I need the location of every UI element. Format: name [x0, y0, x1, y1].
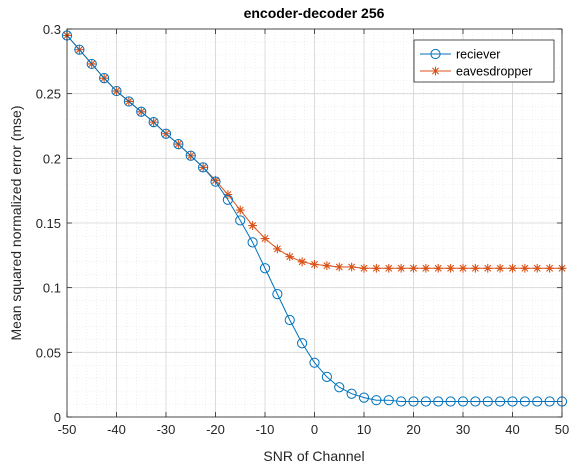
x-tick-label: 0	[311, 422, 318, 437]
data-point-eavesdropper	[483, 264, 492, 273]
data-point-eavesdropper	[372, 264, 381, 273]
x-tick-label: -40	[107, 422, 126, 437]
data-point-eavesdropper	[471, 264, 480, 273]
x-tick-label: 20	[406, 422, 420, 437]
data-point-eavesdropper	[496, 264, 505, 273]
y-tick-label: 0.2	[43, 151, 61, 166]
y-tick-label: 0	[54, 410, 61, 425]
data-point-eavesdropper	[446, 264, 455, 273]
y-tick-label: 0.05	[36, 345, 61, 360]
data-point-eavesdropper	[310, 260, 319, 269]
legend-label-reciever: reciever	[456, 48, 500, 62]
legend: reciever eavesdropper	[414, 40, 554, 82]
data-point-eavesdropper	[545, 264, 554, 273]
x-axis-label: SNR of Channel	[263, 448, 364, 464]
data-point-eavesdropper	[322, 261, 331, 270]
legend-label-eavesdropper: eavesdropper	[456, 65, 532, 79]
y-tick-label: 0.3	[43, 22, 61, 37]
data-point-eavesdropper	[409, 264, 418, 273]
data-point-eavesdropper	[248, 221, 257, 230]
x-tick-label: -30	[157, 422, 176, 437]
x-tick-label: 30	[456, 422, 470, 437]
data-point-eavesdropper	[434, 264, 443, 273]
legend-marker-eavesdropper	[431, 67, 440, 76]
x-tick-label: 50	[555, 422, 569, 437]
x-tick-label: 10	[357, 422, 371, 437]
data-point-eavesdropper	[459, 264, 468, 273]
data-point-eavesdropper	[421, 264, 430, 273]
data-point-eavesdropper	[520, 264, 529, 273]
y-axis-label: Mean squared normalized error (mse)	[8, 106, 24, 341]
data-point-eavesdropper	[335, 263, 344, 272]
data-point-eavesdropper	[347, 263, 356, 272]
y-tick-label: 0.15	[36, 216, 61, 231]
data-point-eavesdropper	[508, 264, 517, 273]
y-tick-label: 0.1	[43, 281, 61, 296]
x-tick-label: -20	[206, 422, 225, 437]
x-tick-label: -10	[256, 422, 275, 437]
x-tick-label: 40	[505, 422, 519, 437]
data-point-eavesdropper	[285, 252, 294, 261]
data-point-eavesdropper	[397, 264, 406, 273]
y-tick-label: 0.25	[36, 87, 61, 102]
data-point-eavesdropper	[533, 264, 542, 273]
data-point-eavesdropper	[261, 234, 270, 243]
data-point-eavesdropper	[298, 257, 307, 266]
data-point-eavesdropper	[273, 244, 282, 253]
data-point-eavesdropper	[236, 206, 245, 215]
chart-title: encoder-decoder 256	[244, 5, 385, 21]
data-point-eavesdropper	[360, 264, 369, 273]
data-point-eavesdropper	[384, 264, 393, 273]
